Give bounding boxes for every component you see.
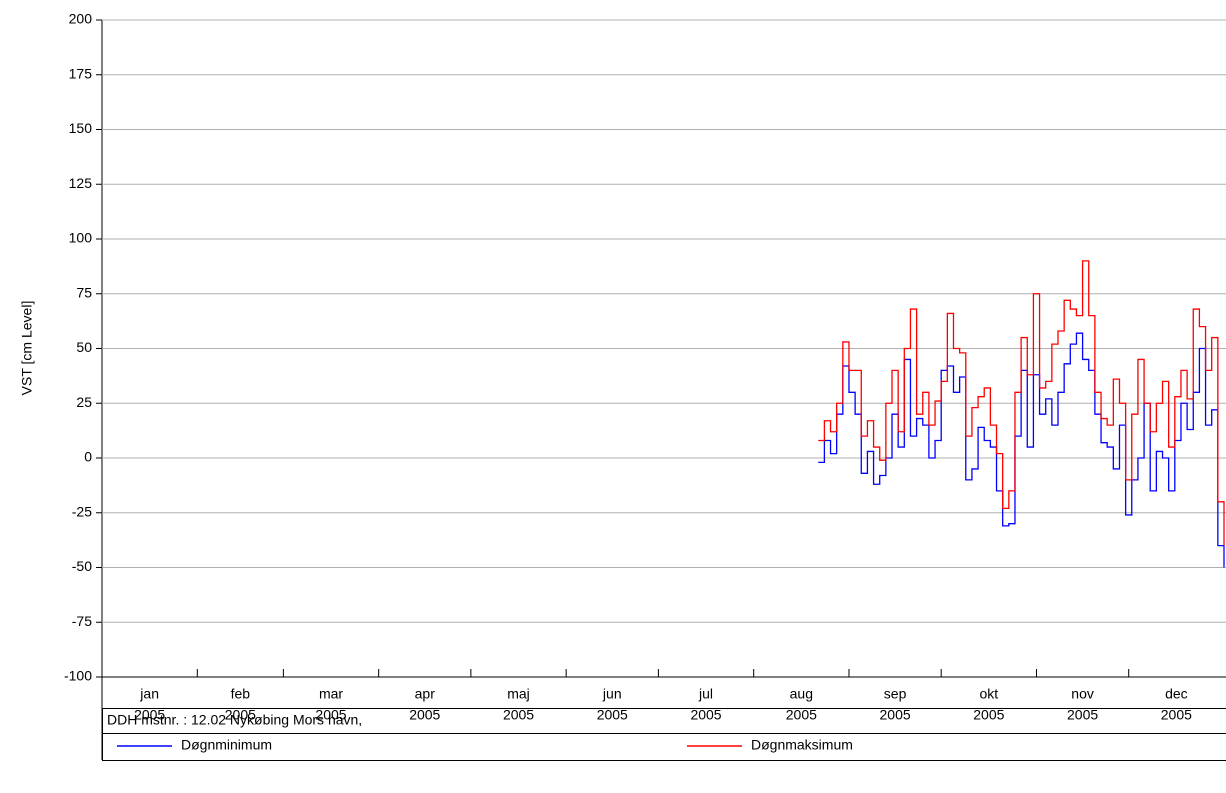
x-tick-year: 2005 (409, 707, 440, 723)
x-tick-label: jul (698, 686, 713, 702)
x-tick-label: mar (319, 686, 343, 702)
y-tick-label: -50 (72, 558, 92, 574)
y-tick-label: 25 (76, 394, 92, 410)
x-tick-label: jun (602, 686, 622, 702)
y-axis-label: VST [cm Level] (19, 301, 35, 396)
x-tick-label: jan (139, 686, 159, 702)
x-tick-year: 2005 (880, 707, 911, 723)
y-tick-label: 200 (69, 11, 93, 27)
x-tick-year: 2005 (1161, 707, 1192, 723)
y-tick-label: 175 (69, 65, 93, 81)
x-tick-label: feb (231, 686, 251, 702)
y-tick-label: 50 (76, 339, 92, 355)
y-tick-label: 75 (76, 284, 92, 300)
footer: DDH mstnr. : 12.02 Nykøbing Mors havn, (107, 712, 362, 728)
x-tick-label: maj (507, 686, 530, 702)
x-tick-year: 2005 (315, 707, 346, 723)
x-tick-year: 2005 (786, 707, 817, 723)
x-tick-label: sep (884, 686, 907, 702)
x-tick-year: 2005 (690, 707, 721, 723)
y-tick-label: -25 (72, 503, 92, 519)
x-tick-year: 2005 (597, 707, 628, 723)
x-tick-label: dec (1165, 686, 1188, 702)
x-tick-label: aug (790, 686, 813, 702)
y-tick-label: 0 (84, 449, 92, 465)
y-tick-label: 150 (69, 120, 93, 136)
x-tick-label: okt (979, 686, 998, 702)
legend-label: Døgnmaksimum (751, 737, 853, 753)
series-line (818, 260, 1225, 546)
x-tick-label: nov (1071, 686, 1094, 702)
legend-box (102, 708, 1226, 761)
y-tick-label: -75 (72, 613, 92, 629)
x-tick-year: 2005 (1067, 707, 1098, 723)
x-tick-year: 2005 (973, 707, 1004, 723)
legend-label: Døgnminimum (181, 737, 272, 753)
y-tick-label: 100 (69, 230, 93, 246)
x-tick-year: 2005 (503, 707, 534, 723)
x-tick-year: 2005 (225, 707, 256, 723)
x-tick-year: 2005 (134, 707, 165, 723)
y-tick-label: -100 (64, 668, 92, 684)
x-tick-label: apr (415, 686, 436, 702)
y-tick-label: 125 (69, 175, 93, 191)
